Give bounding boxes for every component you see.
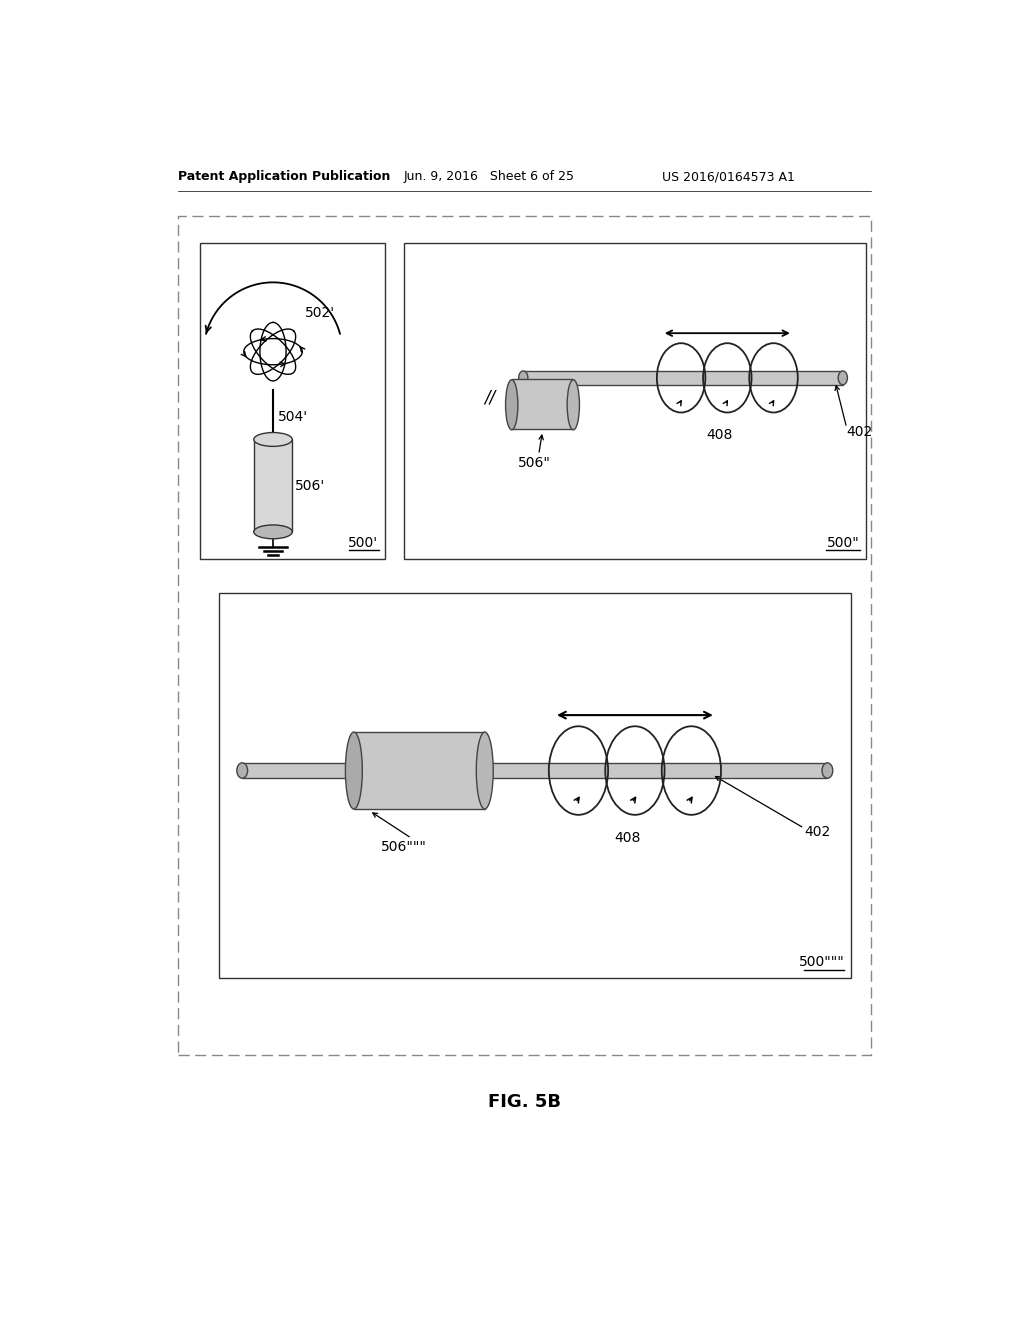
Ellipse shape bbox=[345, 733, 362, 809]
Text: 504': 504' bbox=[278, 411, 308, 424]
Ellipse shape bbox=[476, 733, 494, 809]
Bar bbox=[512, 379, 573, 429]
Bar bbox=[403, 243, 866, 558]
Ellipse shape bbox=[506, 380, 518, 430]
Text: 506": 506" bbox=[518, 457, 551, 470]
Bar bbox=[200, 243, 385, 558]
Text: 500": 500" bbox=[827, 536, 860, 549]
Ellipse shape bbox=[254, 433, 292, 446]
Ellipse shape bbox=[237, 763, 248, 779]
Bar bbox=[178, 216, 871, 1056]
Text: 500""": 500""" bbox=[799, 956, 845, 969]
Text: 408: 408 bbox=[707, 428, 733, 442]
Text: 402: 402 bbox=[847, 425, 872, 438]
Ellipse shape bbox=[822, 763, 833, 779]
Ellipse shape bbox=[567, 380, 580, 430]
Bar bbox=[254, 440, 292, 532]
Text: //: // bbox=[484, 388, 496, 407]
Text: Patent Application Publication: Patent Application Publication bbox=[178, 170, 391, 183]
Bar bbox=[354, 733, 484, 809]
Bar bbox=[219, 594, 851, 978]
Text: 506': 506' bbox=[295, 479, 326, 492]
Text: US 2016/0164573 A1: US 2016/0164573 A1 bbox=[662, 170, 795, 183]
Ellipse shape bbox=[254, 525, 292, 539]
Text: 408: 408 bbox=[614, 830, 640, 845]
Ellipse shape bbox=[518, 371, 528, 385]
Bar bbox=[243, 763, 827, 779]
Text: 502': 502' bbox=[305, 306, 336, 321]
Text: 402: 402 bbox=[804, 825, 830, 840]
Text: FIG. 5B: FIG. 5B bbox=[488, 1093, 561, 1110]
Text: 506""": 506""" bbox=[381, 840, 427, 854]
Text: 500': 500' bbox=[348, 536, 379, 549]
Ellipse shape bbox=[839, 371, 848, 385]
Text: Jun. 9, 2016   Sheet 6 of 25: Jun. 9, 2016 Sheet 6 of 25 bbox=[403, 170, 574, 183]
Bar bbox=[523, 371, 843, 385]
